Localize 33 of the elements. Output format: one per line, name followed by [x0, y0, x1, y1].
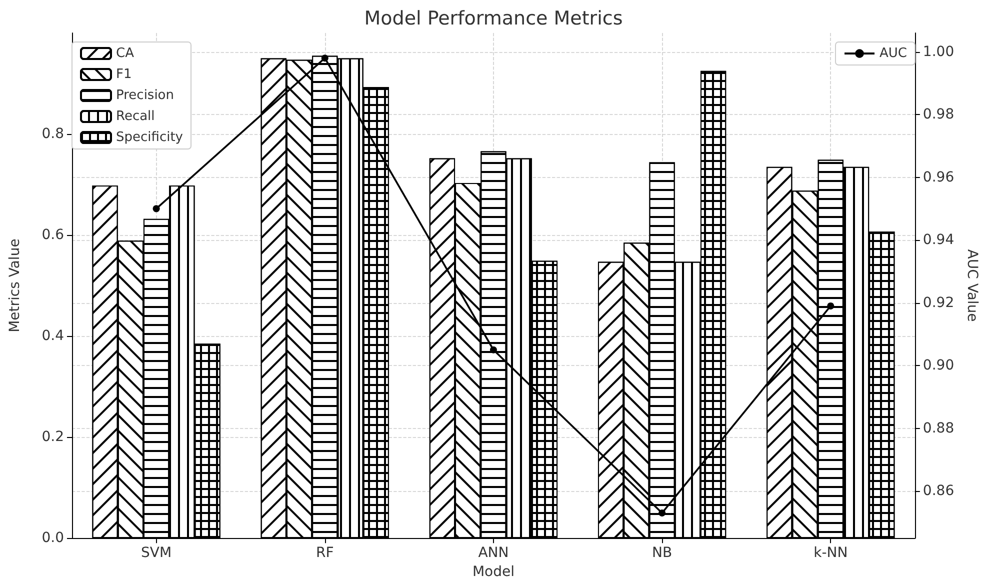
x-tick-label: RF: [316, 545, 334, 562]
point: [152, 205, 160, 212]
legend-label: Precision: [116, 88, 174, 103]
y2-tick-label: 0.90: [922, 358, 954, 374]
legend-label: CA: [116, 46, 134, 61]
point: [321, 54, 328, 62]
y2-tick-label: 0.98: [922, 106, 954, 123]
y2-tick-label: 0.92: [922, 294, 954, 311]
y-tick-label: 0.0: [42, 530, 64, 546]
point: [827, 302, 834, 310]
y2-tick-label: 0.94: [922, 232, 954, 248]
x-tick-label: ANN: [478, 545, 509, 562]
y-tick-label: 0.2: [42, 429, 64, 446]
y-tick-label: 0.6: [42, 227, 64, 244]
y2-tick-label: 0.88: [922, 420, 954, 436]
y-tick-label: 0.8: [42, 126, 64, 142]
legend-label: Specificity: [116, 130, 184, 145]
x-tick-label: NB: [652, 545, 672, 562]
x-tick-label: k-NN: [814, 545, 848, 562]
point: [490, 346, 497, 354]
y2-tick-label: 1.00: [922, 44, 954, 60]
y2-tick-label: 0.86: [922, 483, 954, 500]
x-tick-label: SVM: [141, 545, 172, 562]
legend-label: Recall: [116, 109, 155, 124]
y2-tick-label: 0.96: [922, 169, 954, 186]
x-axis-title: Model: [472, 564, 514, 580]
y2-axis-title: AUC Value: [964, 249, 980, 322]
legend-label: F1: [116, 67, 132, 82]
chart-title: Model Performance Metrics: [364, 8, 623, 30]
legend-label: AUC: [880, 46, 908, 61]
y-axis-title: Metrics Value: [7, 238, 23, 332]
point: [658, 510, 666, 516]
y-tick-label: 0.4: [42, 328, 64, 344]
